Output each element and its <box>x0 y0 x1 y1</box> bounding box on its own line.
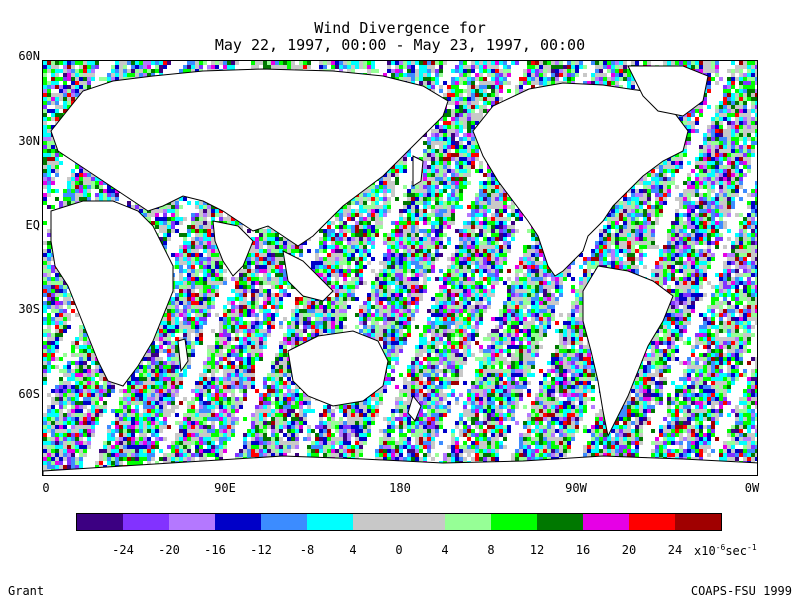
legend-tick-label: 24 <box>667 543 683 557</box>
lat-label-eq: EQ <box>25 218 40 232</box>
new-zealand <box>407 394 422 422</box>
india <box>212 220 254 277</box>
madagascar <box>177 338 189 373</box>
lat-label-30n: 30N <box>18 134 40 148</box>
australia <box>287 330 389 407</box>
legend-swatch <box>77 514 123 530</box>
organization-credit: COAPS-FSU 1999 <box>690 584 792 598</box>
lon-label-0: 0 <box>42 481 50 495</box>
legend-swatch <box>123 514 169 530</box>
legend-swatch <box>537 514 583 530</box>
legend-swatch <box>307 514 353 530</box>
legend-tick-label: -20 <box>158 543 180 557</box>
landmasses <box>43 65 757 475</box>
lon-label-90w: 90W <box>565 481 587 495</box>
lon-label-0w: 0W <box>744 481 760 495</box>
legend-swatch <box>583 514 629 530</box>
south-america <box>582 265 674 438</box>
map-canvas <box>43 61 757 475</box>
author-credit: Grant <box>8 584 45 598</box>
legend-tick-label: -24 <box>112 543 134 557</box>
map-date-range: May 22, 1997, 00:00 - May 23, 1997, 00:0… <box>214 36 586 54</box>
legend-swatch <box>445 514 491 530</box>
legend-tick-label: 20 <box>621 543 637 557</box>
southeast-asia <box>282 250 334 302</box>
legend-swatch <box>353 514 399 530</box>
legend-tick-label: 4 <box>349 543 357 557</box>
africa <box>50 200 174 387</box>
eurasia <box>50 68 449 247</box>
legend-swatch <box>399 514 445 530</box>
legend-tick-label: 4 <box>441 543 449 557</box>
legend-swatch <box>169 514 215 530</box>
greenland <box>627 65 709 117</box>
legend-swatch <box>491 514 537 530</box>
lat-label-30s: 30S <box>18 302 40 316</box>
north-america <box>472 82 689 277</box>
antarctica <box>43 455 757 475</box>
lon-label-90e: 90E <box>214 481 236 495</box>
color-legend-unit: x10-6sec-1 <box>694 543 757 558</box>
legend-tick-label: 0 <box>395 543 403 557</box>
legend-tick-label: -12 <box>250 543 272 557</box>
legend-swatch <box>261 514 307 530</box>
divergence-map <box>42 60 758 476</box>
legend-tick-label: -8 <box>299 543 315 557</box>
legend-swatch <box>675 514 721 530</box>
legend-swatch <box>215 514 261 530</box>
lat-label-60n: 60N <box>18 49 40 63</box>
legend-tick-label: 16 <box>575 543 591 557</box>
legend-tick-label: 12 <box>529 543 545 557</box>
legend-swatch <box>629 514 675 530</box>
map-title: Wind Divergence for <box>314 19 486 37</box>
color-legend-bar <box>76 513 722 531</box>
lon-label-180: 180 <box>389 481 411 495</box>
legend-tick-label: 8 <box>487 543 495 557</box>
japan <box>412 155 424 187</box>
lat-label-60s: 60S <box>18 387 40 401</box>
legend-tick-label: -16 <box>204 543 226 557</box>
